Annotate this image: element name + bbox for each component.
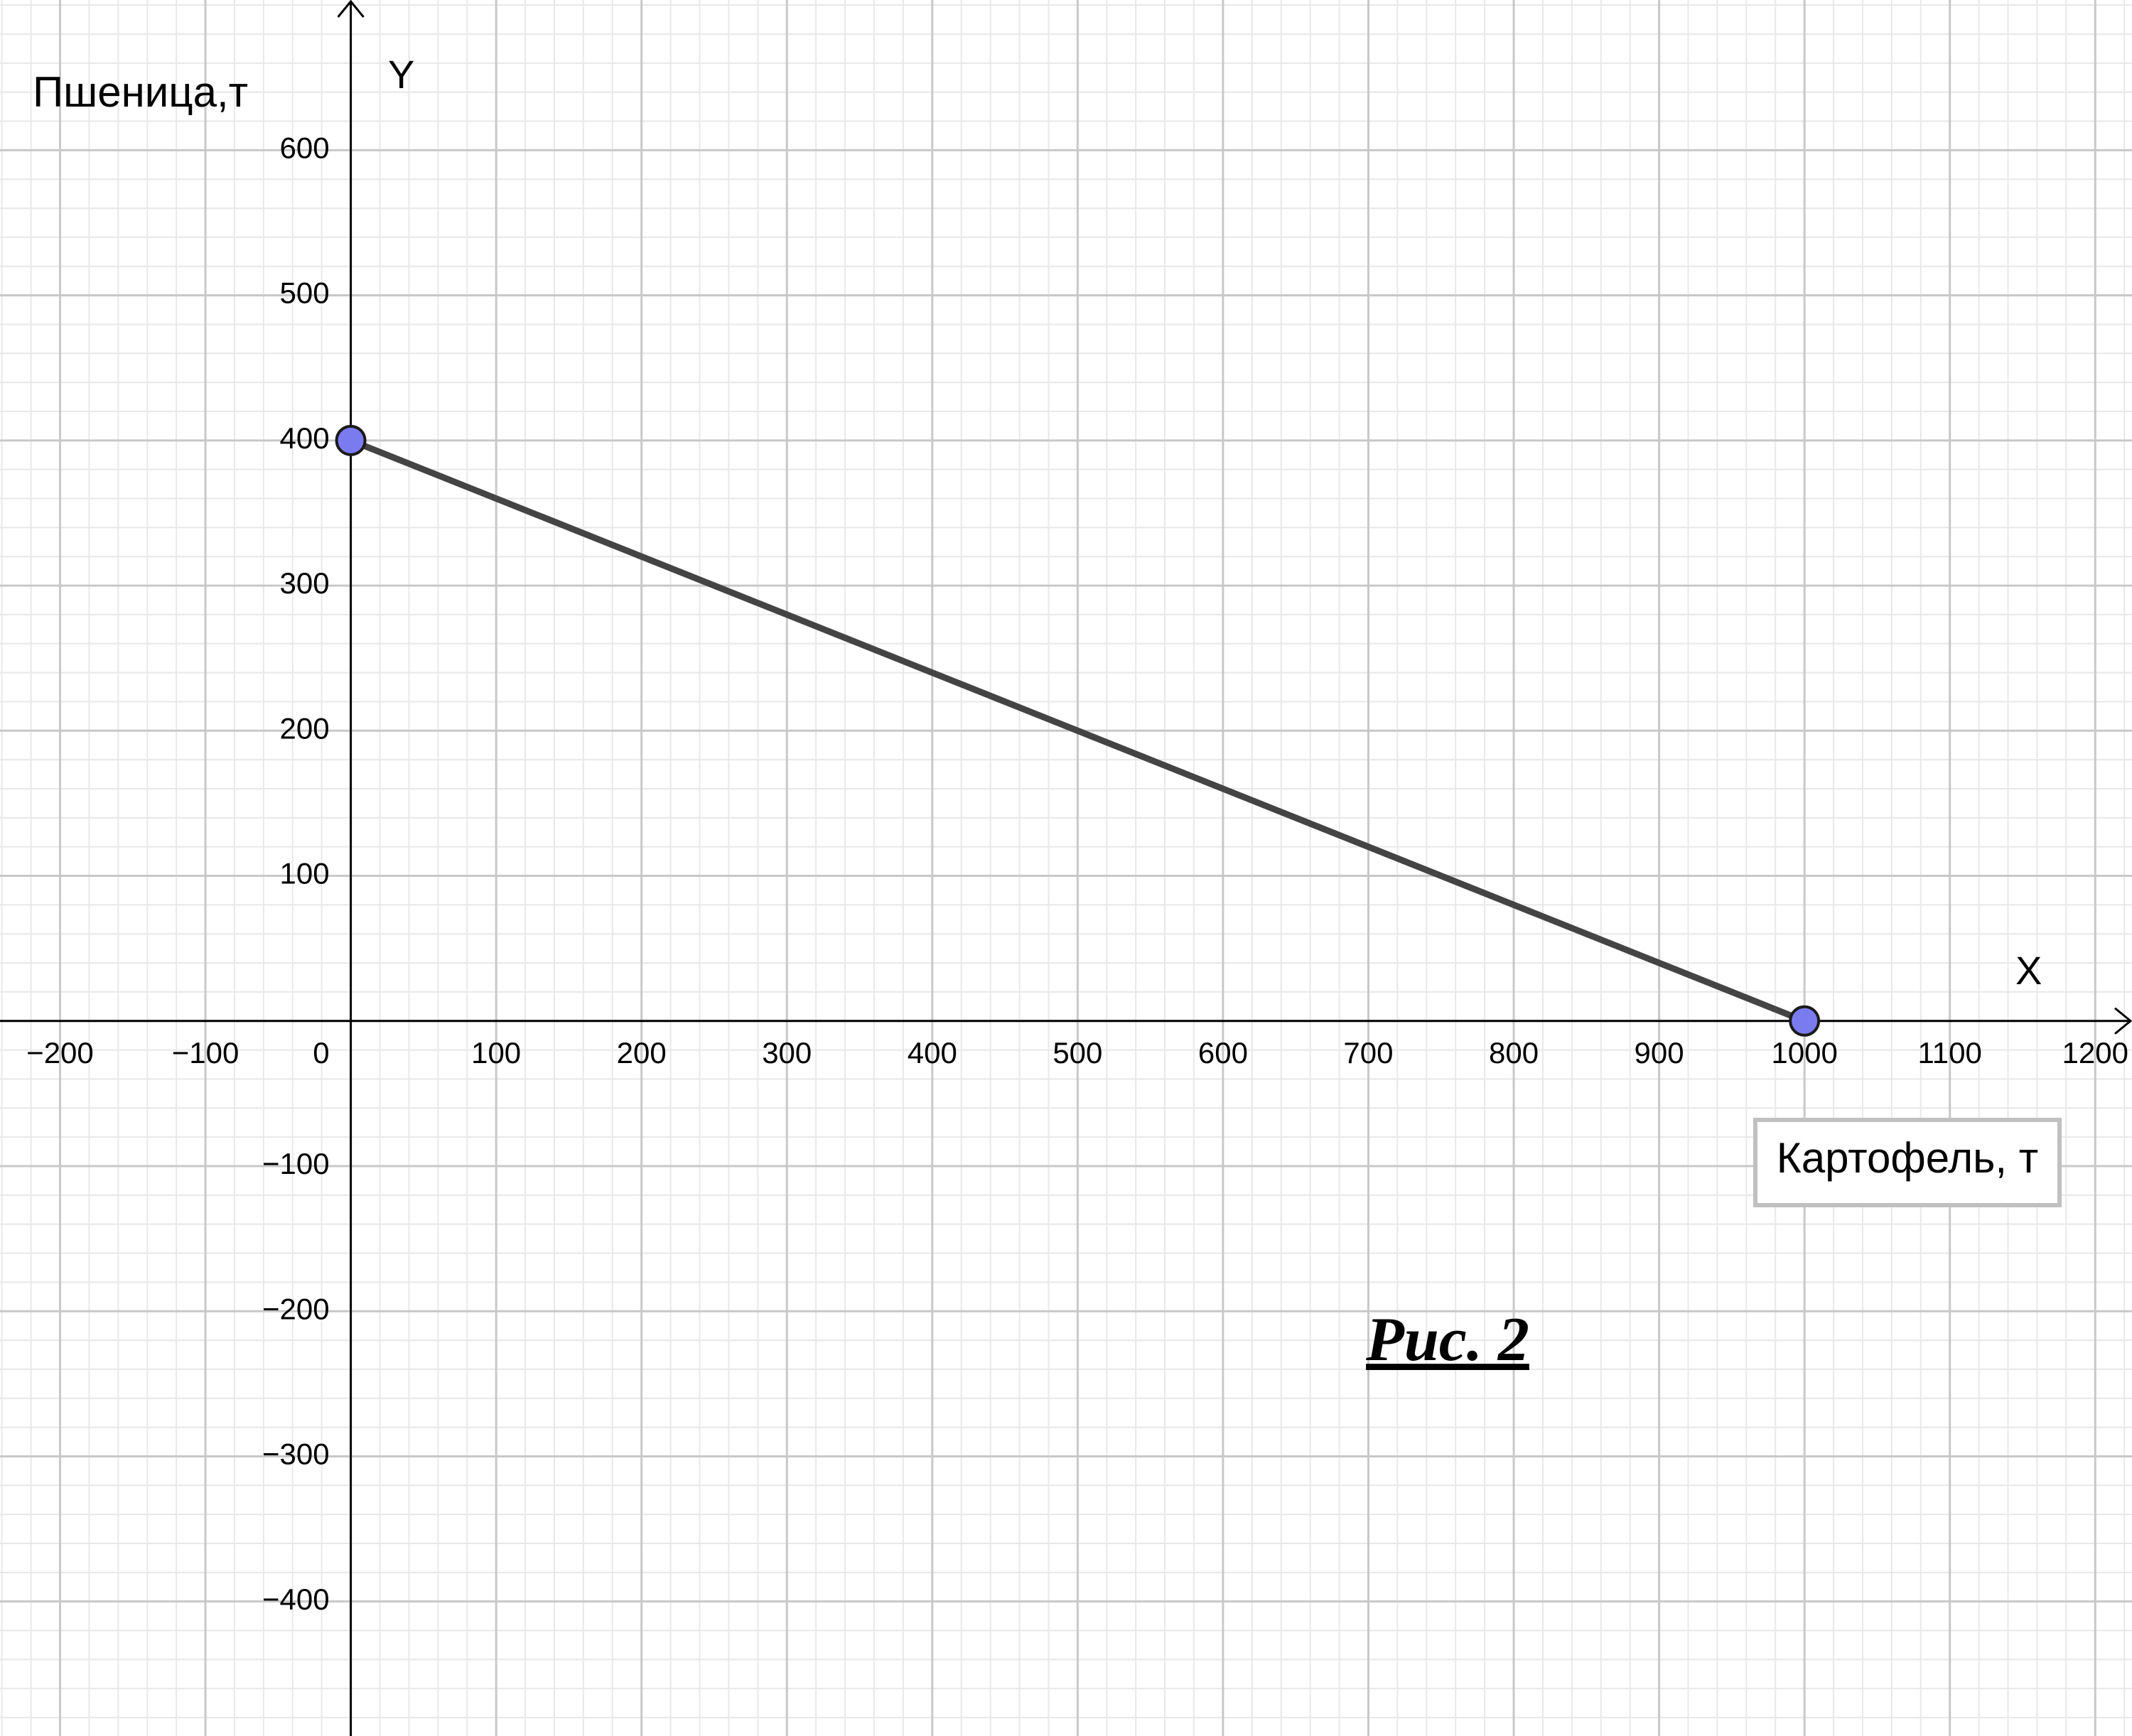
- x-tick-label: 1200: [2062, 1036, 2128, 1069]
- x-tick-label: 1000: [1771, 1036, 1837, 1069]
- x-title: Картофель, т: [1777, 1134, 2038, 1182]
- x-tick-label: 200: [617, 1036, 667, 1069]
- y-axis-arrow: [337, 0, 365, 18]
- figure-caption: Рис. 2: [1365, 1305, 1529, 1374]
- x-tick-label: 800: [1489, 1036, 1539, 1069]
- y-tick-label: −200: [262, 1292, 330, 1325]
- x-tick-label: 300: [762, 1036, 812, 1069]
- x-title-box: [1753, 1118, 2062, 1207]
- y-tick-label: −400: [262, 1583, 330, 1616]
- x-tick-label: 1100: [1918, 1036, 1982, 1069]
- y-tick-label: 200: [280, 711, 330, 745]
- y-tick-label: 300: [280, 566, 330, 600]
- x-tick-label: −100: [172, 1036, 239, 1069]
- x-tick-label: 500: [1052, 1036, 1102, 1069]
- x-tick-label: −200: [26, 1036, 94, 1069]
- x-tick-label: 100: [471, 1036, 521, 1069]
- y-title: Пшеница,т: [33, 68, 248, 116]
- x-tick-label: 900: [1635, 1036, 1684, 1069]
- x-tick-label: 0: [313, 1036, 329, 1069]
- y-tick-label: 500: [280, 276, 330, 310]
- x-tick-label: 700: [1343, 1036, 1393, 1069]
- x-tick-label: 600: [1198, 1036, 1248, 1069]
- y-tick-label: 100: [280, 857, 330, 890]
- y-tick-label: −300: [262, 1438, 330, 1471]
- y-tick-label: 400: [280, 421, 330, 455]
- data-point: [335, 424, 367, 456]
- x-axis-label: X: [2015, 948, 2042, 993]
- x-axis-arrow: [2114, 1007, 2132, 1035]
- y-tick-label: −100: [262, 1147, 330, 1180]
- data-point: [1789, 1005, 1821, 1037]
- y-axis-label: Y: [388, 52, 414, 97]
- data-line: [349, 437, 1806, 1024]
- x-tick-label: 400: [908, 1036, 957, 1069]
- y-tick-label: 600: [280, 131, 330, 164]
